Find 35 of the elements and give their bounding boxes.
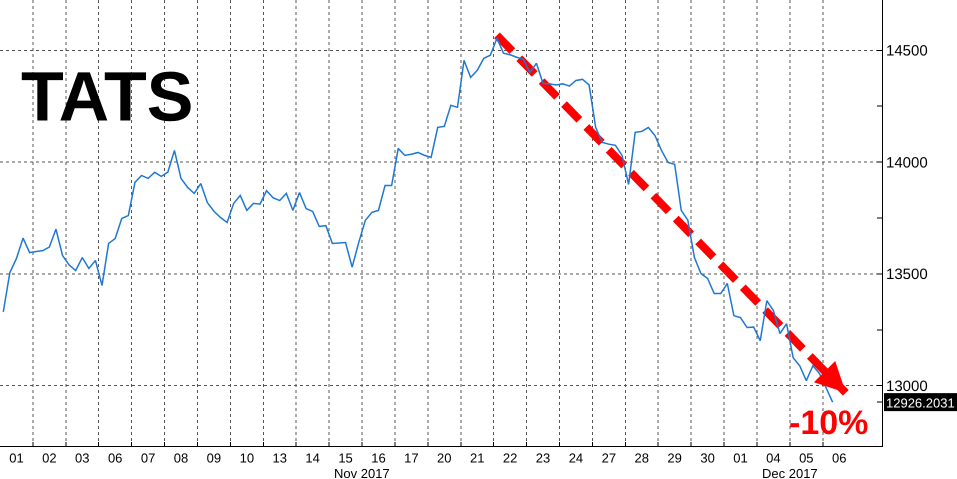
text: Dec 2017 [762,466,818,479]
y-tick-label: 14500 [886,42,928,60]
x-tick-label: 05 [799,450,814,466]
text: TATS [21,57,194,136]
x-tick-label: 30 [700,450,715,466]
x-tick-label: 16 [371,450,386,466]
x-tick-label: 06 [832,450,846,466]
y-tick-label: 13500 [886,266,928,284]
x-tick-label: 07 [140,450,156,466]
y-tick-label: 13000 [886,378,928,395]
x-tick-label: 20 [437,450,452,466]
x-tick-label: 13 [272,450,287,466]
x-tick-label: 03 [75,450,90,466]
x-tick-label: 01 [733,450,748,466]
x-tick-label: 23 [536,450,550,466]
x-tick-label: 14 [305,450,320,466]
x-tick-label: 22 [502,450,518,466]
x-tick-label: 01 [9,450,24,466]
x-tick-label: 27 [602,450,616,466]
annotation: -10% [789,404,868,442]
y-tick-label: 14000 [886,154,928,172]
x-tick-label: 09 [206,450,222,466]
x-tick-label: 06 [108,450,122,466]
text: Nov 2017 [334,466,390,479]
x-tick-label: 28 [634,450,649,466]
x-tick-label: 29 [667,450,682,466]
x-tick-label: 21 [470,450,484,466]
x-tick-label: 17 [404,450,419,466]
x-tick-label: 10 [240,450,254,466]
x-tick-label: 24 [568,450,584,466]
x-tick-label: 02 [42,450,57,466]
x-tick-label: 08 [174,450,188,466]
x-tick-label: 04 [766,450,781,466]
x-tick-label: 15 [338,450,353,466]
line-series [2,37,834,403]
